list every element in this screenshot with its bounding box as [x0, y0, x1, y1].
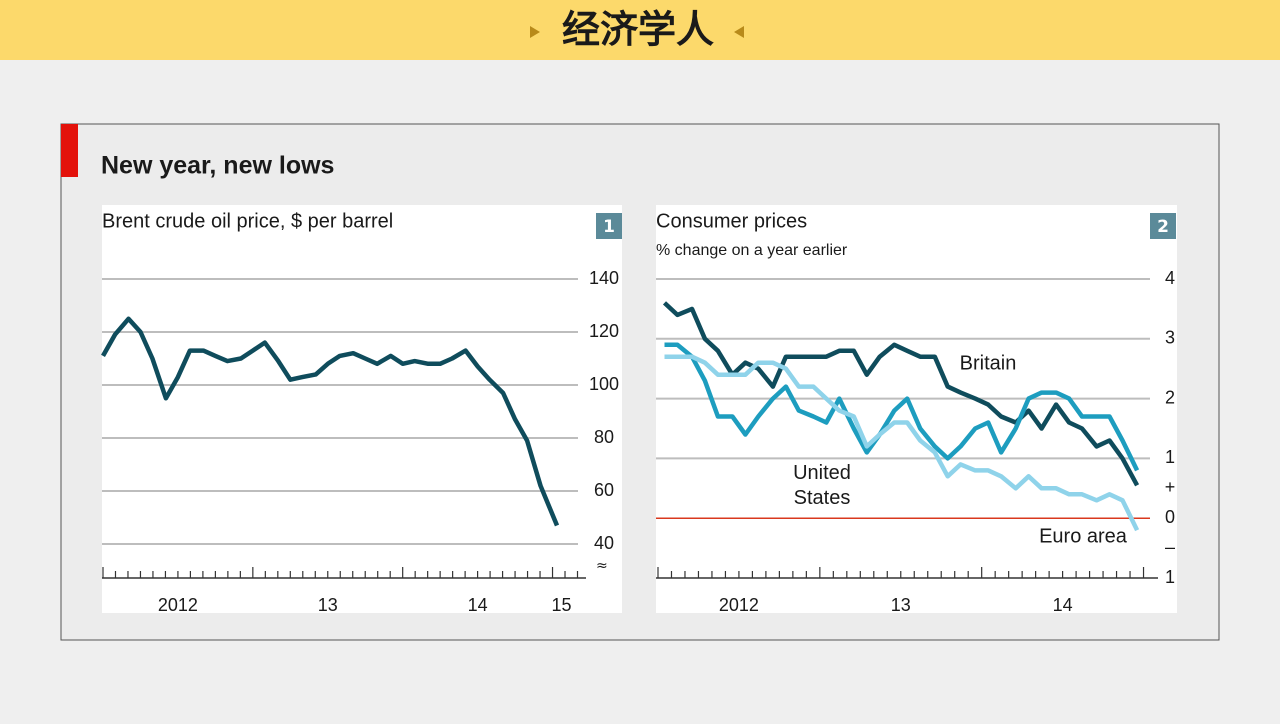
x-tick-label: 13 [891, 595, 911, 615]
chart-title: Brent crude oil price, $ per barrel [102, 210, 393, 232]
price-line [101, 316, 560, 527]
header-title: 经济学人 [562, 8, 714, 52]
series-line [664, 354, 1140, 532]
red-tab [61, 124, 78, 177]
series-label: Euro area [1039, 525, 1128, 547]
header-arrow [530, 26, 540, 38]
y-tick-label: 0 [1165, 507, 1175, 527]
y-tick-label: 120 [589, 321, 619, 341]
chart-title: Consumer prices [656, 210, 807, 232]
y-tick-label: 2 [1165, 387, 1175, 407]
y-tick-label: – [1165, 537, 1175, 557]
x-tick-label: 15 [552, 595, 572, 615]
badge [596, 213, 622, 239]
axis-break: ≈ [596, 558, 608, 574]
plot-bg [102, 205, 622, 613]
chart-subtitle: % change on a year earlier [656, 242, 848, 259]
plot-bg [656, 205, 1177, 613]
x-tick-label: 13 [318, 595, 338, 615]
x-tick-label: 2012 [158, 595, 198, 615]
x-tick-label: 14 [468, 595, 488, 615]
y-tick-label: 4 [1165, 268, 1175, 288]
x-tick-label: 2012 [719, 595, 759, 615]
series-label: United States [793, 462, 851, 509]
series-label: Britain [960, 352, 1017, 374]
badge [1150, 213, 1176, 239]
badge-number: 2 [1157, 217, 1169, 237]
series-line [662, 301, 1140, 487]
y-tick-label: 60 [594, 480, 614, 500]
series-line [664, 342, 1140, 472]
label-line: States [794, 487, 851, 509]
badge-number: 1 [603, 217, 615, 237]
y-tick-label: + [1165, 477, 1176, 497]
y-tick-label: 140 [589, 268, 619, 288]
y-tick-label: 1 [1165, 447, 1175, 467]
y-tick-label: 80 [594, 427, 614, 447]
x-tick-label: 14 [1053, 595, 1073, 615]
label-line: United [793, 462, 851, 484]
y-tick-label: 100 [589, 374, 619, 394]
header-arrow [734, 26, 744, 38]
y-tick-label: 1 [1165, 567, 1175, 587]
y-tick-label: 40 [594, 533, 614, 553]
header-band [0, 0, 1280, 60]
panel-title: New year, new lows [101, 152, 334, 180]
y-tick-label: 3 [1165, 328, 1175, 348]
